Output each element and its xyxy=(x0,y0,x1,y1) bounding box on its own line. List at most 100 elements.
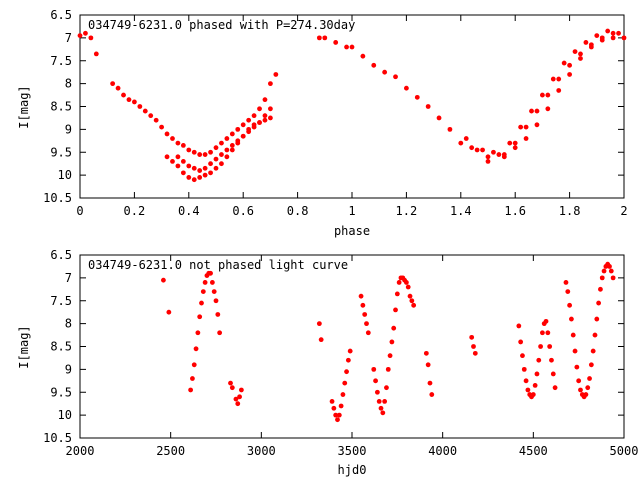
data-point xyxy=(371,62,377,68)
data-point xyxy=(518,339,524,345)
data-point xyxy=(335,417,340,423)
data-point xyxy=(516,323,522,329)
y-tick-label: 7.5 xyxy=(50,294,72,308)
y-tick-label: 10 xyxy=(58,408,72,422)
data-point xyxy=(237,394,242,400)
data-point xyxy=(219,140,224,146)
data-point xyxy=(316,35,322,41)
data-point xyxy=(197,314,203,320)
data-point xyxy=(574,364,580,370)
data-point xyxy=(472,350,478,356)
y-tick-label: 8 xyxy=(65,317,72,331)
data-point xyxy=(202,280,208,285)
data-point xyxy=(211,289,217,294)
data-point xyxy=(208,149,213,155)
data-point xyxy=(209,280,215,285)
data-point xyxy=(534,122,540,128)
data-point xyxy=(393,74,398,80)
data-point xyxy=(336,412,342,418)
data-point xyxy=(142,108,148,114)
data-point xyxy=(588,362,594,368)
data-point xyxy=(186,163,192,169)
data-point xyxy=(115,85,121,91)
data-point xyxy=(197,175,203,180)
data-point xyxy=(567,72,572,77)
data-point xyxy=(425,104,431,109)
data-point xyxy=(213,298,219,304)
data-point xyxy=(394,291,400,297)
data-point xyxy=(235,140,241,146)
y-tick-label: 6.5 xyxy=(50,248,72,262)
data-point xyxy=(126,97,132,103)
data-point xyxy=(578,56,583,61)
data-point xyxy=(608,268,614,274)
unphased-chart-points xyxy=(161,261,616,423)
unphased-chart-xlabel: hjd0 xyxy=(338,463,367,477)
data-point xyxy=(224,147,230,153)
data-point xyxy=(229,131,235,137)
data-point xyxy=(83,30,88,36)
data-point xyxy=(469,334,475,340)
data-point xyxy=(471,344,476,349)
data-point xyxy=(229,385,235,391)
data-point xyxy=(572,49,578,54)
data-point xyxy=(153,117,159,123)
data-point xyxy=(262,97,268,103)
data-point xyxy=(175,163,181,169)
phased-chart-title: 034749-6231.0 phased with P=274.30day xyxy=(88,18,355,32)
x-tick-label: 2000 xyxy=(66,444,95,458)
data-point xyxy=(567,302,572,308)
y-tick-label: 7 xyxy=(65,271,72,285)
data-point xyxy=(93,51,99,57)
y-tick-label: 9.5 xyxy=(50,385,72,399)
data-point xyxy=(585,385,591,391)
phased-chart-ylabel: I[mag] xyxy=(17,85,31,128)
data-point xyxy=(251,122,257,128)
y-tick-label: 7 xyxy=(65,31,72,45)
x-tick-label: 5000 xyxy=(610,444,639,458)
data-point xyxy=(616,30,621,36)
data-point xyxy=(340,392,346,397)
data-point xyxy=(180,159,186,164)
data-point xyxy=(338,403,344,409)
data-point xyxy=(347,348,353,354)
data-point xyxy=(525,387,531,393)
data-point xyxy=(360,53,366,59)
data-point xyxy=(523,136,529,141)
data-point xyxy=(570,332,576,338)
x-tick-label: 0.8 xyxy=(287,204,309,218)
data-point xyxy=(344,44,349,50)
data-point xyxy=(501,154,507,160)
data-point xyxy=(540,92,545,98)
x-tick-label: 3500 xyxy=(338,444,367,458)
data-point xyxy=(512,145,518,151)
data-point xyxy=(414,94,420,100)
y-tick-label: 8.5 xyxy=(50,100,72,114)
data-point xyxy=(534,371,540,377)
data-point xyxy=(175,140,181,146)
data-point xyxy=(217,330,223,336)
data-point xyxy=(458,140,464,146)
data-point xyxy=(436,115,442,121)
data-point xyxy=(235,401,241,407)
data-point xyxy=(180,142,186,148)
data-point xyxy=(238,387,244,393)
data-point xyxy=(170,136,175,141)
data-point xyxy=(512,140,518,146)
data-point xyxy=(202,172,208,178)
data-point xyxy=(199,300,204,306)
data-point xyxy=(530,392,536,397)
data-point xyxy=(229,147,235,153)
data-point xyxy=(164,154,170,160)
data-point xyxy=(345,357,351,363)
data-point xyxy=(215,312,221,317)
data-point xyxy=(382,69,388,75)
data-point xyxy=(429,392,435,397)
data-point xyxy=(425,362,431,368)
data-point xyxy=(404,85,409,91)
data-point xyxy=(246,126,252,132)
data-point xyxy=(556,88,562,93)
data-point xyxy=(485,159,491,164)
data-point xyxy=(365,330,371,336)
